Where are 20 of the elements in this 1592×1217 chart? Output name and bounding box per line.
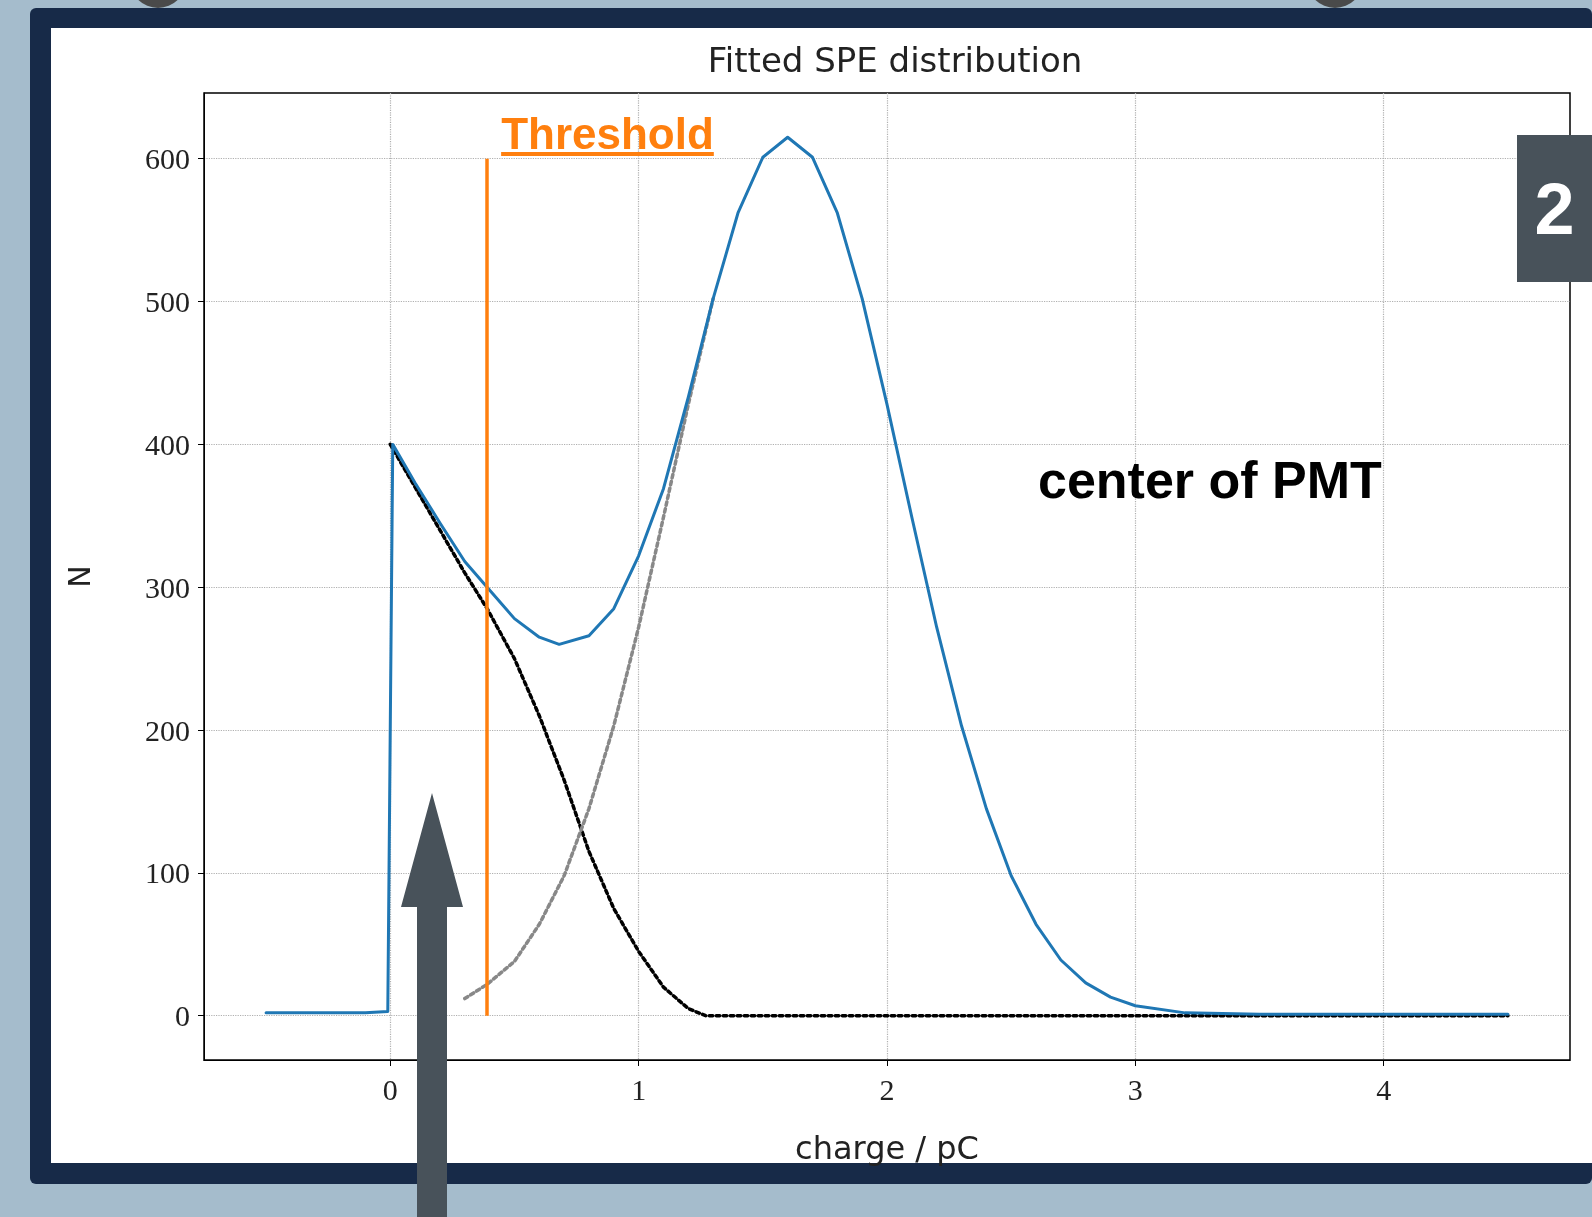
annotation: 2	[1517, 135, 1592, 282]
x-tick-label: 1	[631, 1072, 647, 1106]
x-axis-title: charge / pC	[795, 1129, 979, 1167]
y-tick-label: 0	[175, 999, 190, 1033]
line-series	[388, 442, 1510, 1018]
y-tick-label: 400	[145, 427, 190, 461]
y-tick-label: 600	[145, 142, 190, 176]
x-tick-label: 3	[1127, 1072, 1143, 1106]
x-tick-label: 2	[879, 1072, 895, 1106]
y-tick-label: 500	[145, 285, 190, 319]
y-tick-label: 300	[145, 570, 190, 604]
y-tick-label: 100	[145, 856, 190, 890]
x-tick-label: 0	[382, 1072, 398, 1106]
chart-title: Fitted SPE distribution	[707, 40, 1083, 80]
y-axis-title: N	[61, 565, 97, 588]
y-tick-label: 200	[145, 713, 190, 747]
ref-line-label: Threshold	[501, 108, 714, 159]
line-series	[463, 296, 715, 1001]
x-tick-label: 4	[1376, 1072, 1392, 1106]
annotation: center of PMT	[1038, 450, 1382, 510]
